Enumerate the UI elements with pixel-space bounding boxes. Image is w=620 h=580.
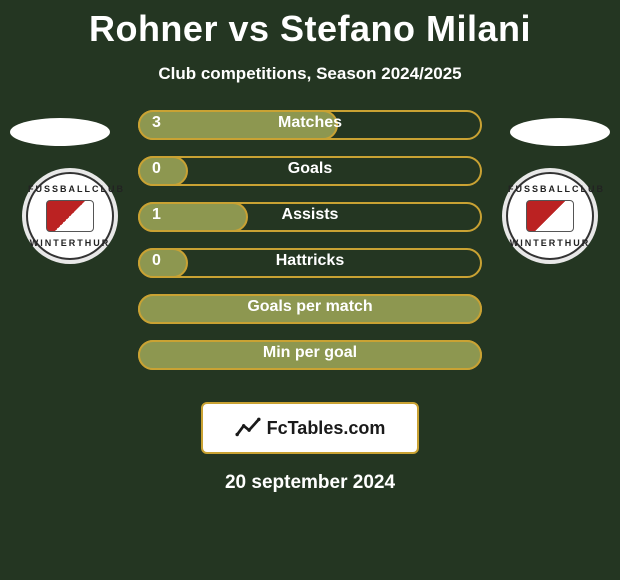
- stat-value-left: 3: [152, 114, 161, 132]
- crest-emblem: [46, 200, 94, 232]
- stat-row: Goals0: [138, 156, 482, 186]
- brand-logo-icon: [235, 415, 261, 441]
- crest-arc-bottom: WINTERTHUR: [508, 238, 592, 248]
- stat-value-left: 0: [152, 252, 161, 270]
- stat-row: Hattricks0: [138, 248, 482, 278]
- stat-label: Goals: [138, 160, 482, 178]
- stat-row: Min per goal: [138, 340, 482, 370]
- stat-label: Matches: [138, 114, 482, 132]
- club-crest-left: FUSSBALLCLUB WINTERTHUR: [22, 168, 118, 264]
- brand-text: FcTables.com: [267, 418, 386, 439]
- stat-label: Goals per match: [138, 298, 482, 316]
- crest-arc-bottom: WINTERTHUR: [28, 238, 112, 248]
- crest-arc-top: FUSSBALLCLUB: [28, 184, 112, 194]
- stat-row: Matches3: [138, 110, 482, 140]
- stat-bars: Matches3Goals0Assists1Hattricks0Goals pe…: [138, 110, 482, 386]
- club-crest-right: FUSSBALLCLUB WINTERTHUR: [502, 168, 598, 264]
- stat-value-left: 1: [152, 206, 161, 224]
- page-title: Rohner vs Stefano Milani: [0, 0, 620, 50]
- subtitle: Club competitions, Season 2024/2025: [0, 64, 620, 84]
- player-ellipse-right: [510, 118, 610, 146]
- stat-row: Goals per match: [138, 294, 482, 324]
- main-panel: FUSSBALLCLUB WINTERTHUR FUSSBALLCLUB WIN…: [0, 118, 620, 398]
- player-ellipse-left: [10, 118, 110, 146]
- brand-badge: FcTables.com: [201, 402, 419, 454]
- stat-label: Hattricks: [138, 252, 482, 270]
- crest-emblem: [526, 200, 574, 232]
- stat-row: Assists1: [138, 202, 482, 232]
- stat-value-left: 0: [152, 160, 161, 178]
- date-text: 20 september 2024: [0, 472, 620, 494]
- stat-label: Min per goal: [138, 344, 482, 362]
- stat-label: Assists: [138, 206, 482, 224]
- crest-arc-top: FUSSBALLCLUB: [508, 184, 592, 194]
